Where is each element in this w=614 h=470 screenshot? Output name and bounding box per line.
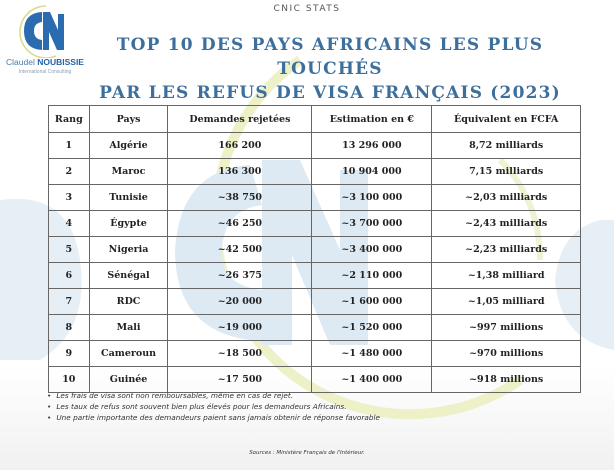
cell-estimation: ~1 520 000 [311, 314, 433, 341]
cell-pays: Égypte [88, 210, 169, 237]
cell-demandes: ~46 250 [167, 210, 313, 237]
cn-monogram-logo-icon [19, 5, 64, 58]
cell-pays: RDC [88, 288, 169, 315]
table-row: 8 Mali ~19 000 ~1 520 000 ~997 millions [48, 314, 581, 341]
col-header-rang: Rang [48, 105, 90, 133]
table-row: 10 Guinée ~17 500 ~1 400 000 ~918 millio… [48, 366, 581, 393]
cell-fcfa: ~1,05 milliard [431, 288, 581, 315]
note-item: Les taux de refus sont souvent bien plus… [47, 401, 380, 412]
table-row: 1 Algérie 166 200 13 296 000 8,72 millia… [48, 132, 581, 159]
cell-demandes: ~19 000 [167, 314, 313, 341]
table-header-row: Rang Pays Demandes rejetées Estimation e… [48, 105, 581, 133]
cell-pays: Guinée [88, 366, 169, 393]
cell-fcfa: ~970 millions [431, 340, 581, 367]
visa-refusal-table: Rang Pays Demandes rejetées Estimation e… [48, 105, 581, 393]
cell-rang: 1 [48, 132, 90, 159]
cell-pays: Mali [88, 314, 169, 341]
company-logo: Claudel NOUBISSIE International Consulti… [0, 0, 90, 85]
cell-fcfa: ~2,23 milliards [431, 236, 581, 263]
title-line-2: PAR LES REFUS DE VISA FRANÇAIS (2023) [99, 83, 561, 103]
cell-demandes: 136 300 [167, 158, 313, 185]
cell-estimation: 10 904 000 [311, 158, 433, 185]
cell-estimation: ~2 110 000 [311, 262, 433, 289]
cell-rang: 10 [48, 366, 90, 393]
cell-pays: Sénégal [88, 262, 169, 289]
col-header-demandes: Demandes rejetées [167, 105, 313, 133]
table-row: 7 RDC ~20 000 ~1 600 000 ~1,05 milliard [48, 288, 581, 315]
cell-fcfa: ~2,43 milliards [431, 210, 581, 237]
cell-rang: 6 [48, 262, 90, 289]
sources-caption: Sources : Ministère Français de l'Intéri… [249, 450, 365, 456]
cell-pays: Tunisie [88, 184, 169, 211]
logo-last-name: NOUBISSIE [37, 57, 84, 67]
cell-fcfa: ~997 millions [431, 314, 581, 341]
cell-rang: 9 [48, 340, 90, 367]
cell-rang: 7 [48, 288, 90, 315]
table-row: 3 Tunisie ~38 750 ~3 100 000 ~2,03 milli… [48, 184, 581, 211]
header-tag: CNIC STATS [273, 4, 341, 14]
cell-fcfa: 8,72 milliards [431, 132, 581, 159]
cell-rang: 8 [48, 314, 90, 341]
logo-name: Claudel NOUBISSIE [2, 57, 88, 67]
logo-subtitle: International Consulting [18, 69, 72, 75]
cell-rang: 4 [48, 210, 90, 237]
cell-rang: 5 [48, 236, 90, 263]
title-line-1: TOP 10 DES PAYS AFRICAINS LES PLUS TOUCH… [116, 35, 544, 79]
cell-estimation: ~1 400 000 [311, 366, 433, 393]
cell-estimation: ~1 480 000 [311, 340, 433, 367]
cell-pays: Cameroun [88, 340, 169, 367]
cell-demandes: ~20 000 [167, 288, 313, 315]
logo-first-name: Claudel [6, 57, 35, 67]
cell-estimation: ~3 100 000 [311, 184, 433, 211]
cell-estimation: 13 296 000 [311, 132, 433, 159]
note-item: Les frais de visa sont non remboursables… [47, 390, 380, 401]
cell-fcfa: ~1,38 milliard [431, 262, 581, 289]
cell-pays: Algérie [88, 132, 169, 159]
cell-estimation: ~3 700 000 [311, 210, 433, 237]
cell-demandes: ~18 500 [167, 340, 313, 367]
col-header-estimation: Estimation en € [311, 105, 433, 133]
cell-estimation: ~1 600 000 [311, 288, 433, 315]
table-row: 2 Maroc 136 300 10 904 000 7,15 milliard… [48, 158, 581, 185]
cell-fcfa: 7,15 milliards [431, 158, 581, 185]
page-title: TOP 10 DES PAYS AFRICAINS LES PLUS TOUCH… [80, 33, 580, 105]
table-row: 6 Sénégal ~26 375 ~2 110 000 ~1,38 milli… [48, 262, 581, 289]
cell-pays: Maroc [88, 158, 169, 185]
col-header-pays: Pays [88, 105, 169, 133]
cell-demandes: 166 200 [167, 132, 313, 159]
table-row: 5 Nigeria ~42 500 ~3 400 000 ~2,23 milli… [48, 236, 581, 263]
table-row: 9 Cameroun ~18 500 ~1 480 000 ~970 milli… [48, 340, 581, 367]
cell-fcfa: ~918 millions [431, 366, 581, 393]
cell-pays: Nigeria [88, 236, 169, 263]
col-header-fcfa: Équivalent en FCFA [431, 105, 581, 133]
cell-estimation: ~3 400 000 [311, 236, 433, 263]
note-item: Une partie importante des demandeurs pai… [47, 412, 380, 423]
cell-demandes: ~38 750 [167, 184, 313, 211]
cell-demandes: ~26 375 [167, 262, 313, 289]
cell-fcfa: ~2,03 milliards [431, 184, 581, 211]
cell-demandes: ~17 500 [167, 366, 313, 393]
cell-rang: 2 [48, 158, 90, 185]
cell-rang: 3 [48, 184, 90, 211]
table-row: 4 Égypte ~46 250 ~3 700 000 ~2,43 millia… [48, 210, 581, 237]
cell-demandes: ~42 500 [167, 236, 313, 263]
notes-list: Les frais de visa sont non remboursables… [47, 390, 380, 423]
